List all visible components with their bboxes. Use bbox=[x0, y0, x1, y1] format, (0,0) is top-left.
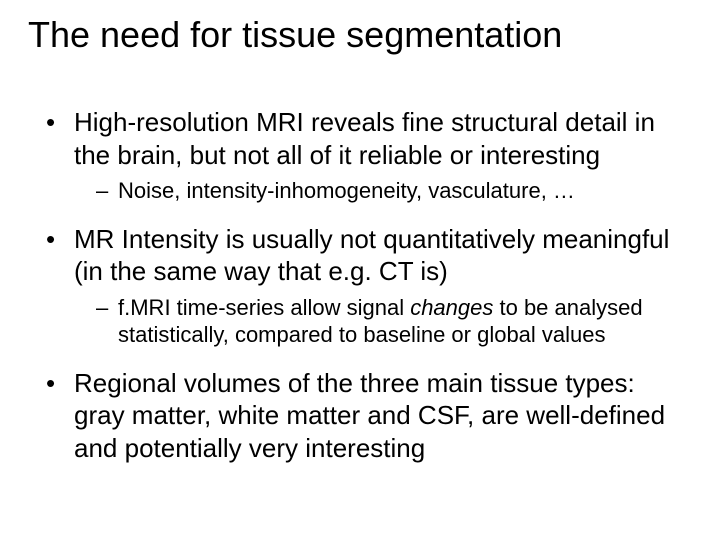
bullet-2-sublist: f.MRI time-series allow signal changes t… bbox=[74, 294, 692, 349]
bullet-3-text: Regional volumes of the three main tissu… bbox=[74, 368, 665, 463]
bullet-2: MR Intensity is usually not quantitative… bbox=[46, 223, 692, 349]
bullet-list: High-resolution MRI reveals fine structu… bbox=[28, 106, 692, 464]
bullet-2-text: MR Intensity is usually not quantitative… bbox=[74, 224, 669, 287]
bullet-2-sub-1-em: changes bbox=[410, 295, 493, 320]
slide: The need for tissue segmentation High-re… bbox=[0, 0, 720, 540]
bullet-1-sub-1-text: Noise, intensity-inhomogeneity, vasculat… bbox=[118, 178, 575, 203]
bullet-1-text: High-resolution MRI reveals fine structu… bbox=[74, 107, 655, 170]
bullet-2-sub-1-text-a: f.MRI time-series allow signal bbox=[118, 295, 410, 320]
bullet-1: High-resolution MRI reveals fine structu… bbox=[46, 106, 692, 205]
slide-title: The need for tissue segmentation bbox=[28, 14, 692, 56]
bullet-3: Regional volumes of the three main tissu… bbox=[46, 367, 692, 465]
bullet-1-sub-1: Noise, intensity-inhomogeneity, vasculat… bbox=[96, 177, 692, 205]
bullet-1-sublist: Noise, intensity-inhomogeneity, vasculat… bbox=[74, 177, 692, 205]
bullet-2-sub-1: f.MRI time-series allow signal changes t… bbox=[96, 294, 692, 349]
